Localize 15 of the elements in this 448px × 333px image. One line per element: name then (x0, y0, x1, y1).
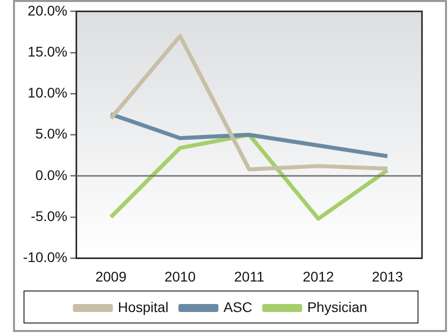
y-tick-label: 10.0% (28, 84, 68, 101)
y-tick-label: 0.0% (35, 166, 68, 183)
y-tick-label: -5.0% (30, 208, 68, 224)
legend-label: Hospital (118, 298, 168, 315)
y-tick-label: 20.0% (28, 2, 68, 18)
y-tick-label: 15.0% (28, 43, 68, 60)
x-tick-label: 2012 (302, 268, 334, 284)
x-tick-label: 2009 (95, 268, 127, 284)
y-tick-label: 5.0% (35, 126, 68, 142)
legend-label: Physician (307, 298, 368, 315)
x-tick-label: 2011 (234, 268, 264, 284)
y-tick-label: -10.0% (23, 249, 68, 266)
x-tick-label: 2010 (164, 268, 196, 284)
x-tick-label: 2013 (372, 268, 404, 284)
legend-label: ASC (223, 298, 252, 315)
